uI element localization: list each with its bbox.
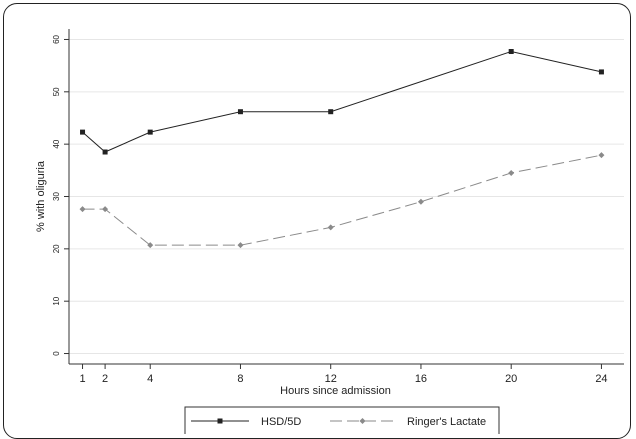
- point-marker: [237, 109, 243, 115]
- x-tick-label: 8: [237, 373, 243, 385]
- series-line: [82, 50, 602, 153]
- y-tick-label: 20: [52, 244, 61, 253]
- series: [79, 49, 605, 249]
- legend: HSD/5D Ringer's Lactate: [184, 406, 500, 436]
- legend-entry-2: Ringer's Lactate: [330, 416, 486, 428]
- y-axis-label: % with oliguria: [35, 160, 47, 232]
- point-marker: [359, 418, 366, 424]
- x-tick-label: 1: [79, 373, 85, 385]
- point-marker: [327, 224, 334, 231]
- point-marker: [79, 206, 86, 213]
- point-marker: [417, 198, 424, 205]
- series-1: [80, 49, 604, 155]
- series-line: [82, 154, 602, 246]
- point-marker: [328, 109, 334, 115]
- point-marker: [237, 242, 244, 249]
- x-tick-label: 12: [325, 373, 337, 385]
- point-marker: [102, 149, 108, 155]
- x-tick-label: 4: [147, 373, 153, 385]
- y-tick-label: 60: [52, 34, 61, 43]
- x-axis-label: Hours since admission: [280, 385, 391, 397]
- point-marker: [598, 69, 604, 75]
- point-marker: [147, 242, 154, 249]
- point-marker: [598, 152, 605, 159]
- y-tick-label: 40: [52, 139, 61, 148]
- point-marker: [508, 49, 514, 55]
- grid-lines: [69, 38, 624, 355]
- point-marker: [508, 169, 515, 176]
- point-marker: [147, 129, 153, 135]
- y-tick-label: 30: [52, 192, 61, 201]
- point-marker: [217, 418, 223, 424]
- legend-label: Ringer's Lactate: [407, 416, 486, 428]
- y-tick-label: 50: [52, 87, 61, 96]
- x-tick-label: 20: [505, 373, 517, 385]
- series-2: [79, 152, 605, 249]
- y-tick-label: 10: [52, 296, 61, 305]
- legend-label: HSD/5D: [261, 416, 301, 428]
- point-marker: [102, 206, 109, 213]
- legend-entry-1: HSD/5D: [191, 416, 301, 428]
- y-tick-label: 0: [52, 351, 61, 356]
- x-tick-label: 16: [415, 373, 427, 385]
- point-marker: [80, 129, 86, 135]
- x-tick-label: 2: [102, 373, 108, 385]
- x-tick-label: 24: [595, 373, 607, 385]
- chart-frame: [3, 3, 631, 439]
